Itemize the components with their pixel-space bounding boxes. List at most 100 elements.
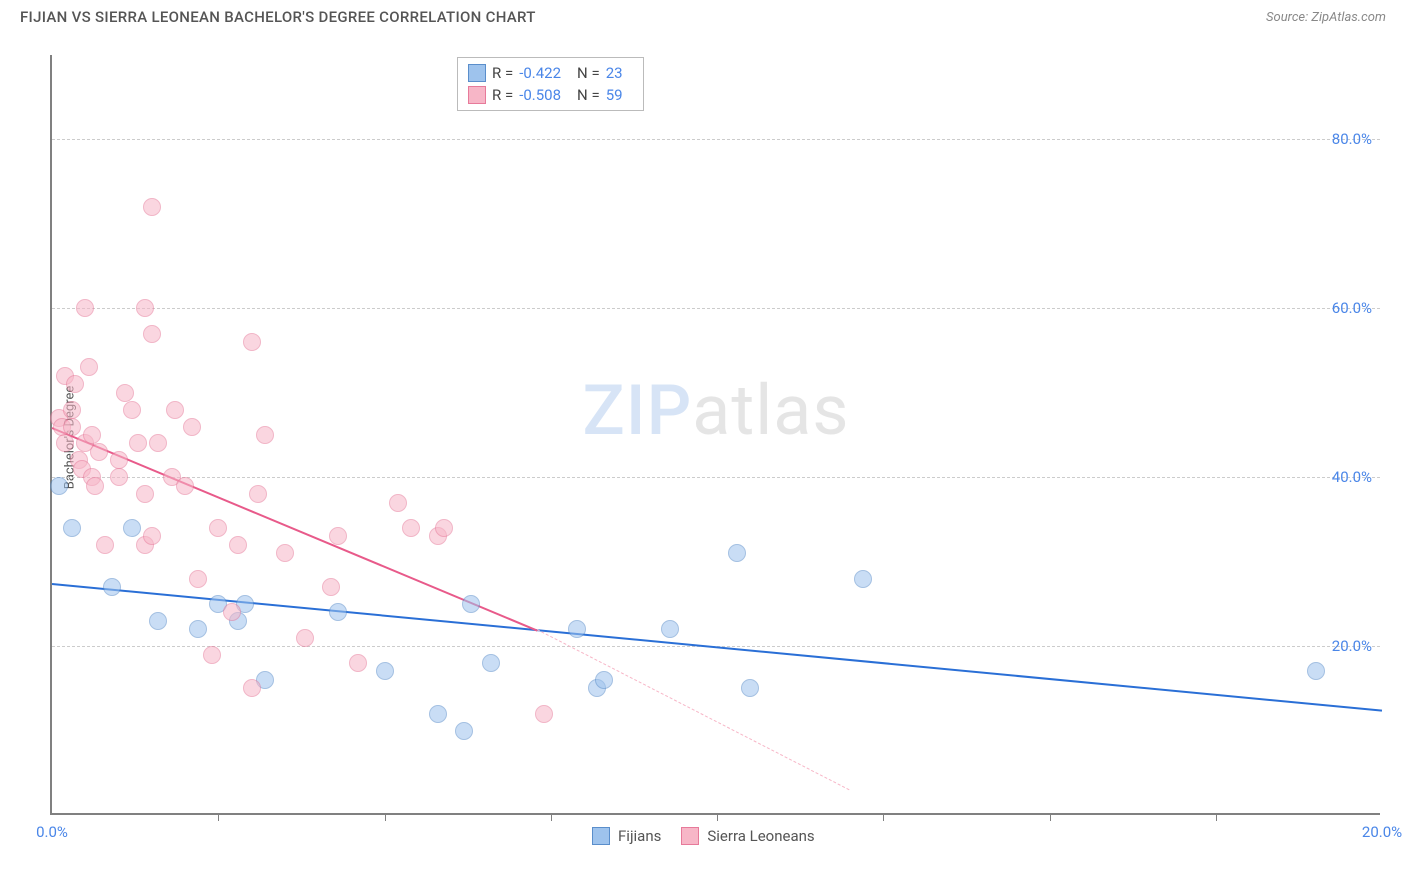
scatter-point [50, 477, 68, 495]
scatter-point [63, 401, 81, 419]
legend-label: Sierra Leoneans [707, 827, 814, 845]
swatch-icon [468, 86, 486, 104]
watermark: ZIPatlas [583, 370, 850, 452]
scatter-point [728, 544, 746, 562]
stat-value-n: 59 [606, 86, 623, 104]
stat-label-n: N = [577, 64, 600, 82]
scatter-point [349, 654, 367, 672]
swatch-icon [592, 827, 610, 845]
scatter-point [116, 384, 134, 402]
scatter-point [129, 434, 147, 452]
scatter-point [389, 494, 407, 512]
stat-value-r: -0.422 [519, 64, 561, 82]
chart-plot-area: ZIPatlas R = -0.422 N = 23 R = -0.508 N … [50, 55, 1380, 815]
scatter-point [136, 299, 154, 317]
legend-item: Fijians [592, 827, 661, 845]
scatter-point [595, 671, 613, 689]
scatter-point [854, 570, 872, 588]
scatter-point [149, 434, 167, 452]
scatter-point [229, 536, 247, 554]
scatter-point [103, 578, 121, 596]
scatter-point [429, 705, 447, 723]
gridline [52, 139, 1380, 140]
x-tick-label: 20.0% [1362, 823, 1402, 841]
scatter-point [276, 544, 294, 562]
scatter-point [76, 299, 94, 317]
x-tick-mark [717, 813, 718, 821]
stat-value-n: 23 [606, 64, 623, 82]
scatter-point [223, 603, 241, 621]
trend-line [537, 629, 850, 790]
scatter-point [80, 358, 98, 376]
scatter-point [256, 426, 274, 444]
scatter-point [123, 519, 141, 537]
scatter-point [402, 519, 420, 537]
scatter-point [143, 198, 161, 216]
bottom-legend: Fijians Sierra Leoneans [592, 827, 815, 845]
scatter-point [149, 612, 167, 630]
scatter-point [83, 426, 101, 444]
scatter-point [166, 401, 184, 419]
scatter-point [482, 654, 500, 672]
x-tick-mark [551, 813, 552, 821]
scatter-point [63, 418, 81, 436]
stats-legend-box: R = -0.422 N = 23 R = -0.508 N = 59 [457, 57, 644, 111]
scatter-point [63, 519, 81, 537]
watermark-zip: ZIP [583, 370, 693, 452]
scatter-point [110, 468, 128, 486]
scatter-point [568, 620, 586, 638]
scatter-point [462, 595, 480, 613]
x-tick-mark [218, 813, 219, 821]
stat-value-r: -0.508 [519, 86, 561, 104]
scatter-point [329, 527, 347, 545]
swatch-icon [681, 827, 699, 845]
legend-label: Fijians [618, 827, 661, 845]
scatter-point [96, 536, 114, 554]
chart-title: FIJIAN VS SIERRA LEONEAN BACHELOR'S DEGR… [20, 8, 536, 26]
scatter-point [66, 375, 84, 393]
scatter-point [661, 620, 679, 638]
scatter-point [189, 620, 207, 638]
scatter-point [296, 629, 314, 647]
y-tick-label: 60.0% [1332, 299, 1372, 317]
scatter-point [90, 443, 108, 461]
scatter-point [143, 527, 161, 545]
scatter-point [123, 401, 141, 419]
scatter-point [329, 603, 347, 621]
scatter-point [110, 451, 128, 469]
x-tick-mark [1050, 813, 1051, 821]
stat-label-r: R = [492, 64, 513, 82]
x-tick-mark [1216, 813, 1217, 821]
scatter-point [209, 519, 227, 537]
stats-row: R = -0.422 N = 23 [468, 62, 633, 84]
scatter-point [176, 477, 194, 495]
scatter-point [1307, 662, 1325, 680]
legend-item: Sierra Leoneans [681, 827, 814, 845]
watermark-atlas: atlas [692, 370, 849, 452]
scatter-point [249, 485, 267, 503]
y-tick-label: 40.0% [1332, 468, 1372, 486]
chart-source: Source: ZipAtlas.com [1266, 10, 1386, 25]
scatter-point [741, 679, 759, 697]
x-tick-label: 0.0% [36, 823, 68, 841]
scatter-point [183, 418, 201, 436]
scatter-point [455, 722, 473, 740]
gridline [52, 308, 1380, 309]
chart-header: FIJIAN VS SIERRA LEONEAN BACHELOR'S DEGR… [0, 0, 1406, 30]
x-tick-mark [385, 813, 386, 821]
stat-label-n: N = [577, 86, 600, 104]
scatter-point [203, 646, 221, 664]
scatter-point [243, 333, 261, 351]
scatter-point [189, 570, 207, 588]
scatter-point [143, 325, 161, 343]
scatter-point [376, 662, 394, 680]
scatter-point [86, 477, 104, 495]
stats-row: R = -0.508 N = 59 [468, 84, 633, 106]
scatter-point [136, 485, 154, 503]
scatter-point [56, 434, 74, 452]
gridline [52, 477, 1380, 478]
x-tick-mark [883, 813, 884, 821]
y-tick-label: 20.0% [1332, 637, 1372, 655]
swatch-icon [468, 64, 486, 82]
scatter-point [435, 519, 453, 537]
